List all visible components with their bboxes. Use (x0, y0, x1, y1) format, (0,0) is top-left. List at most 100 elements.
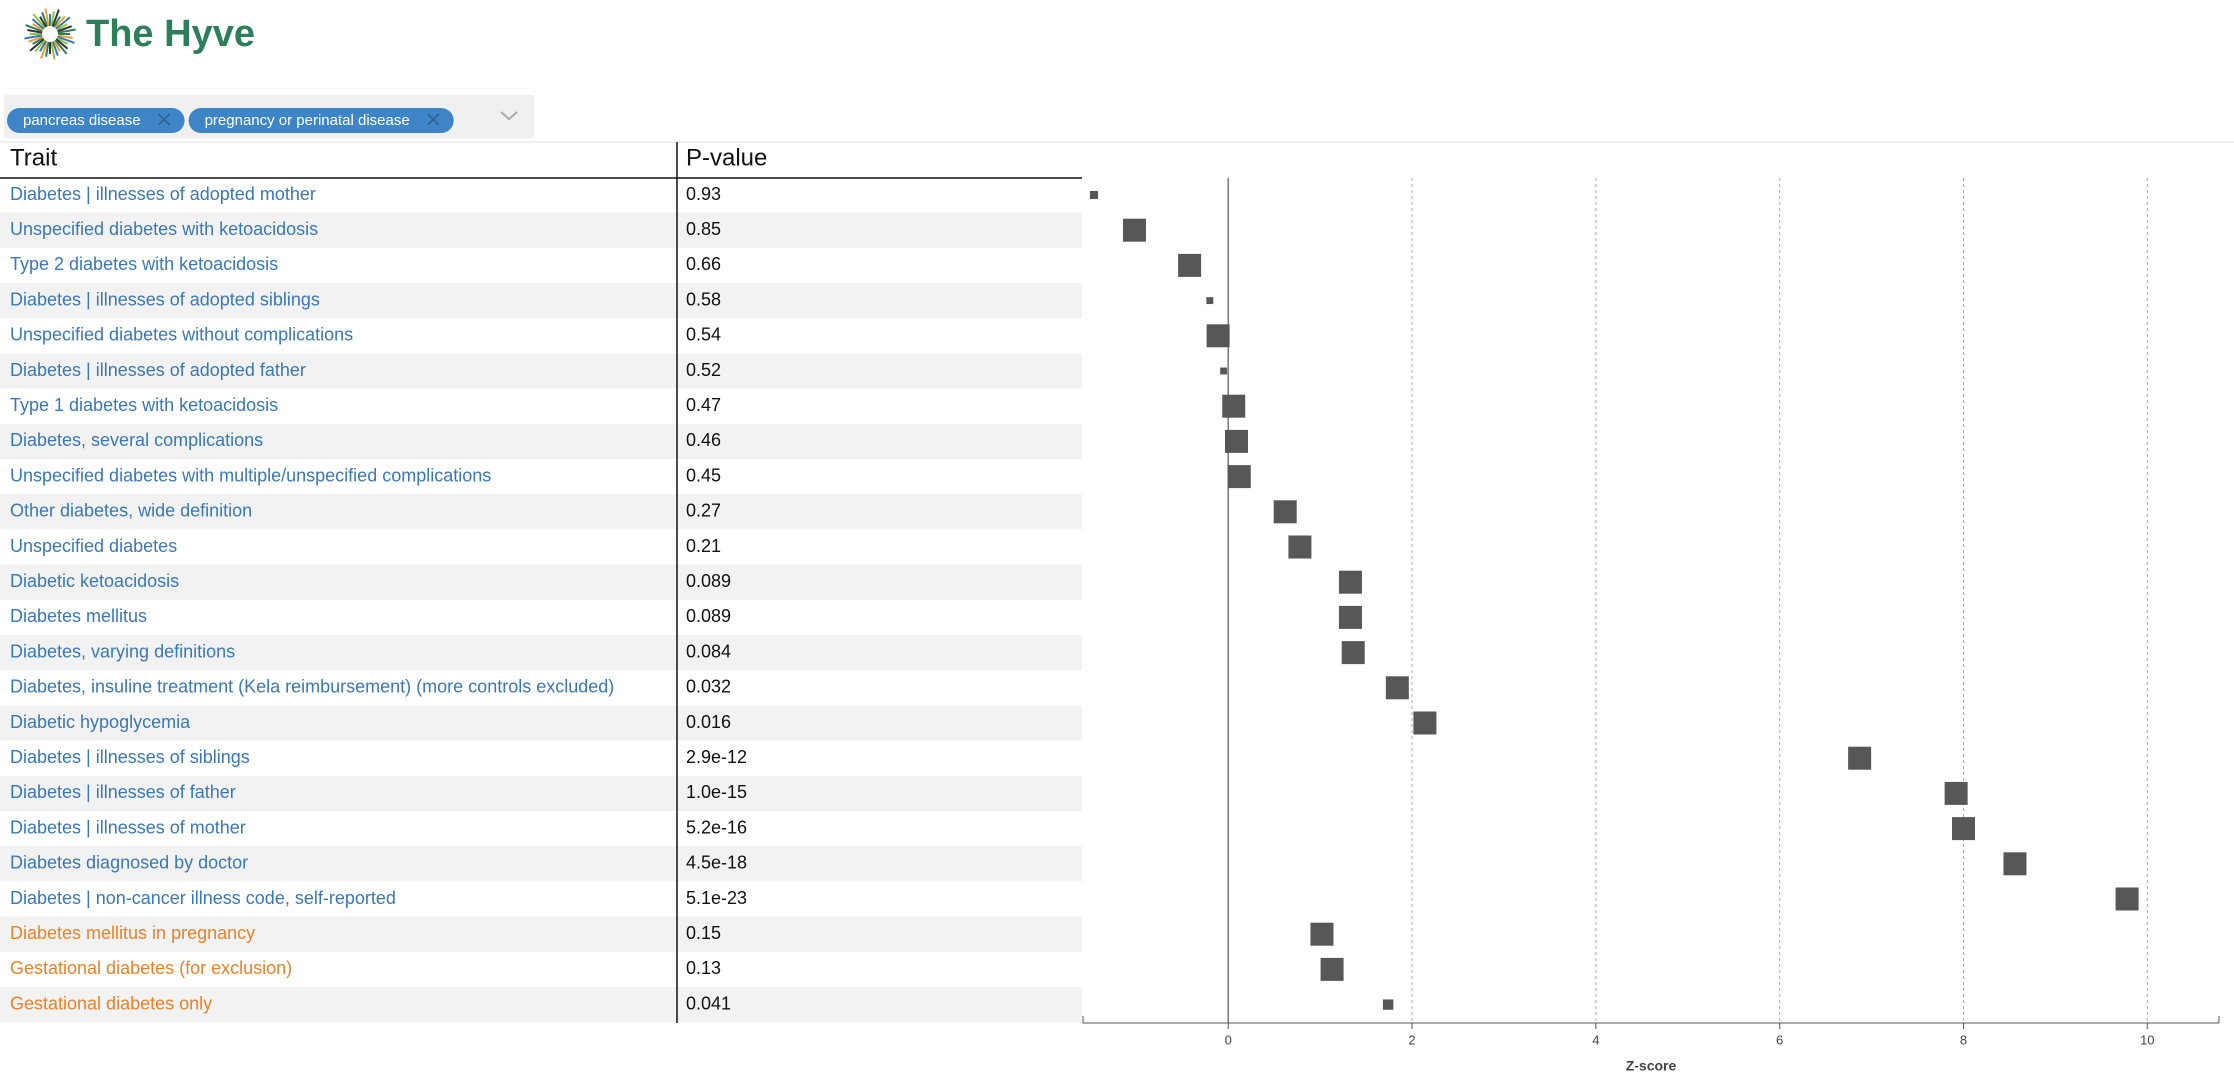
x-tick-label: 10 (2140, 1032, 2154, 1047)
logo-ray (55, 16, 71, 30)
row-bg (0, 987, 1082, 1023)
effect-marker (1220, 367, 1228, 375)
logo-ray (25, 24, 43, 33)
trait-link[interactable]: Diabetes, several complications (10, 430, 263, 450)
logo-ray (40, 41, 49, 59)
effect-marker (1206, 297, 1214, 305)
trait-link[interactable]: Diabetes, insuline treatment (Kela reimb… (10, 677, 614, 697)
trait-link[interactable]: Diabetes, varying definitions (10, 641, 235, 661)
p-value: 0.089 (686, 571, 731, 591)
trait-link[interactable]: Gestational diabetes only (10, 993, 212, 1013)
effect-marker (1206, 324, 1230, 348)
effect-marker (1288, 535, 1312, 559)
p-value: 0.089 (686, 606, 731, 626)
filter-chip-bg (7, 108, 185, 133)
row-bg (0, 494, 1082, 530)
p-value: 0.041 (686, 993, 731, 1013)
logo-ray (28, 35, 43, 43)
logo-ray (34, 39, 46, 53)
logo-ray (57, 28, 76, 34)
chip-remove[interactable] (158, 113, 171, 126)
effect-marker (1222, 394, 1246, 418)
trait-link[interactable]: Type 1 diabetes with ketoacidosis (10, 395, 278, 415)
effect-marker (1224, 429, 1248, 453)
effect-marker (1338, 570, 1362, 594)
column-header: P-value (686, 144, 767, 171)
p-value: 5.1e-23 (686, 888, 747, 908)
logo-ray (54, 15, 66, 29)
x-tick-label: 4 (1592, 1032, 1599, 1047)
logo-ray (57, 25, 72, 33)
effect-marker (1122, 218, 1146, 242)
logo-ray (56, 23, 68, 31)
trait-link[interactable]: Diabetes | non-cancer illness code, self… (10, 888, 396, 908)
trait-link[interactable]: Diabetes | illnesses of father (10, 782, 236, 802)
logo-ray (57, 35, 75, 44)
row-bg (0, 283, 1082, 319)
row-bg (0, 423, 1082, 459)
trait-link[interactable]: Diabetes | illnesses of adopted father (10, 360, 306, 380)
logo-ray (44, 8, 50, 27)
trait-link[interactable]: Unspecified diabetes with multiple/unspe… (10, 465, 491, 485)
logo-ray (24, 34, 43, 40)
p-value: 4.5e-18 (686, 853, 747, 873)
logo-ray (51, 41, 59, 56)
trait-link[interactable]: Diabetic hypoglycemia (10, 712, 191, 732)
logo-ray (53, 40, 61, 52)
trait-link[interactable]: Diabetes | illnesses of adopted mother (10, 184, 316, 204)
filter-chip[interactable]: pancreas disease (7, 108, 185, 133)
p-value: 0.13 (686, 958, 721, 978)
effect-marker (1273, 500, 1297, 524)
logo-ray (39, 40, 47, 52)
column-header: Trait (10, 144, 57, 171)
trait-link[interactable]: Unspecified diabetes (10, 536, 177, 556)
logo-ray (56, 37, 68, 45)
logo-ray (57, 34, 73, 39)
logo-ray (32, 23, 44, 31)
trait-link[interactable]: Unspecified diabetes without complicatio… (10, 325, 353, 345)
effect-marker (1944, 781, 1968, 805)
effect-marker (1848, 746, 1872, 770)
logo-ray (27, 29, 43, 34)
x-tick-label: 6 (1776, 1032, 1783, 1047)
trait-link[interactable]: Gestational diabetes (for exclusion) (10, 958, 292, 978)
trait-link[interactable]: Diabetes | illnesses of mother (10, 817, 246, 837)
logo-ray (45, 41, 50, 57)
filter-chip[interactable]: pregnancy or perinatal disease (188, 108, 454, 133)
effect-marker (1951, 817, 1975, 841)
effect-marker (1310, 922, 1334, 946)
chip-remove[interactable] (427, 113, 440, 126)
effect-marker (2003, 852, 2027, 876)
p-value: 0.21 (686, 536, 721, 556)
trait-link[interactable]: Diabetes diagnosed by doctor (10, 853, 248, 873)
p-value: 0.46 (686, 430, 721, 450)
row-bg (0, 353, 1082, 389)
logo-ray (39, 16, 47, 28)
trait-link[interactable]: Diabetes mellitus in pregnancy (10, 923, 255, 943)
dropdown-chevron[interactable] (500, 111, 518, 121)
p-value: 5.2e-16 (686, 817, 747, 837)
trait-link[interactable]: Diabetes | illnesses of adopted siblings (10, 289, 320, 309)
trait-link[interactable]: Unspecified diabetes with ketoacidosis (10, 219, 318, 239)
logo-ray (32, 13, 46, 29)
logo-ray (50, 41, 56, 60)
brand: The Hyve (86, 13, 255, 55)
trait-link[interactable]: Diabetic ketoacidosis (10, 571, 179, 591)
p-value: 0.54 (686, 325, 721, 345)
trait-link[interactable]: Diabetes | illnesses of siblings (10, 747, 250, 767)
logo-ray (32, 37, 44, 45)
trait-link[interactable]: Type 2 diabetes with ketoacidosis (10, 254, 278, 274)
row-bg (0, 212, 1082, 248)
logo-ray (54, 39, 68, 55)
effect-marker (1385, 676, 1409, 700)
trait-link[interactable]: Diabetes mellitus (10, 606, 147, 626)
effect-marker (1338, 605, 1362, 629)
filter-chip-label: pregnancy or perinatal disease (205, 112, 410, 129)
trait-link[interactable]: Other diabetes, wide definition (10, 501, 252, 521)
p-value: 0.032 (686, 677, 731, 697)
filter-chip-bg (188, 108, 454, 133)
p-value: 0.15 (686, 923, 721, 943)
x-tick-label: 0 (1225, 1032, 1232, 1047)
